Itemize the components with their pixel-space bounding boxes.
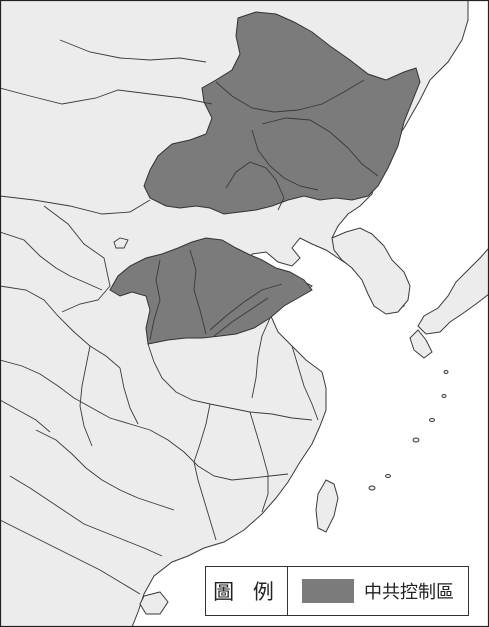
legend-swatch-controlled [302,579,354,603]
legend-title: 圖 例 [206,567,288,615]
province-borders [0,39,319,595]
japan-islands [417,247,489,335]
controlled-area-central [109,237,313,345]
taiwan-island [315,479,339,533]
legend-label-controlled: 中共控制區 [364,582,454,603]
hainan-island [139,591,169,615]
legend-box: 圖 例 中共控制區 [205,566,469,616]
ryukyu-islands [368,370,449,491]
controlled-province-borders [149,79,379,341]
kyushu-island [409,329,433,359]
controlled-area-north [143,11,421,215]
korea-peninsula [331,227,411,315]
